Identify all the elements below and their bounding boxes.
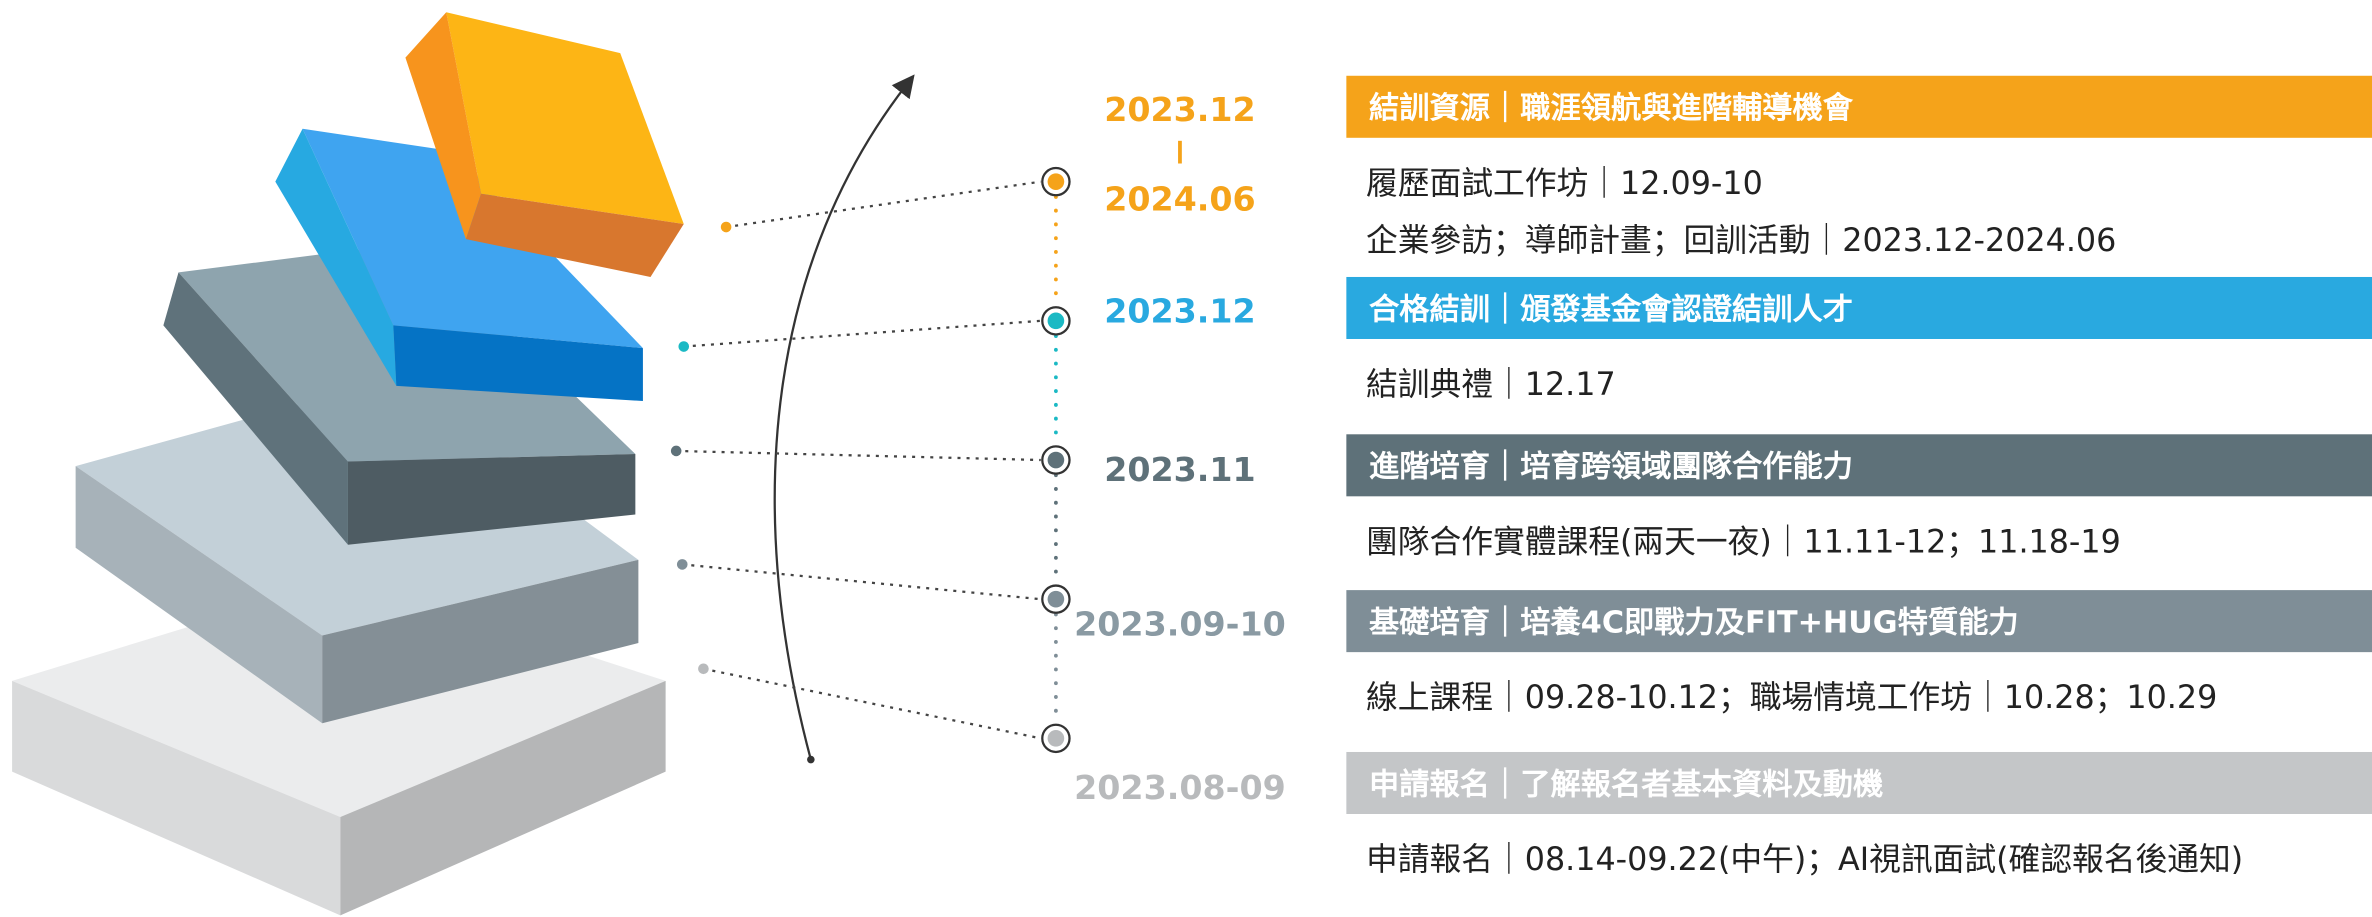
node-inner [1048,173,1065,190]
page: {"stages": [ {"date_lines": ["2023.12", … [0,0,2372,917]
stage-date: 2023.12 [1104,90,1256,129]
progress-arrow [775,83,908,759]
arrow-start [807,756,815,764]
stage-detail: 線上課程｜09.28-10.12；職場情境工作坊｜10.28；10.29 [1366,680,2217,716]
node-inner [1048,591,1065,608]
node-inner [1048,730,1065,747]
block-stack [12,12,684,915]
node-inner [1048,313,1065,330]
connector [726,182,1041,227]
node-inner [1048,452,1065,469]
stage-detail: 結訓典禮｜12.17 [1366,367,1616,403]
stage-date: 2023.12 [1104,291,1256,330]
stage-header: 基礎培育｜培養4C即戰力及FIT+HUG特質能力 [1369,604,2019,640]
stage-detail: 團隊合作實體課程(兩天一夜)｜11.11-12；11.18-19 [1366,524,2121,560]
stages: 2023.12 2024.06 結訓資源｜職涯領航與進階輔導機會履歷面試工作坊｜12… [671,76,2372,878]
stage-date: 2023.09-10 [1074,604,1286,643]
connector [682,564,1041,599]
stage-date: 2023.11 [1104,450,1256,489]
stage-header: 結訓資源｜職涯領航與進階輔導機會 [1369,90,1854,126]
connector [684,321,1041,347]
stage-detail: 申請報名｜08.14-09.22(中午)；AI視訊面試(確認報名後通知) [1366,842,2243,878]
connector [676,451,1041,460]
stage-detail: 企業參訪；導師計畫；回訓活動｜2023.12-2024.06 [1366,223,2116,259]
stage-date: 2023.08-09 [1074,768,1286,807]
connector-start [677,559,688,570]
stage-date: 2024.06 [1104,179,1256,218]
connector-start [671,446,682,457]
stage-detail: 履歷面試工作坊｜12.09-10 [1366,166,1763,202]
connector [703,669,1040,739]
timeline-diagram: 2023.12 2024.06 結訓資源｜職涯領航與進階輔導機會履歷面試工作坊｜12… [0,0,2372,917]
connector-start [698,663,709,674]
stage-header: 進階培育｜培育跨領域團隊合作能力 [1369,449,1853,485]
connector-start [678,341,689,352]
stage-header: 合格結訓｜頒發基金會認證結訓人才 [1369,291,1853,327]
connector-start [721,222,732,233]
stage-header: 申請報名｜了解報名者基本資料及動機 [1369,767,1883,802]
